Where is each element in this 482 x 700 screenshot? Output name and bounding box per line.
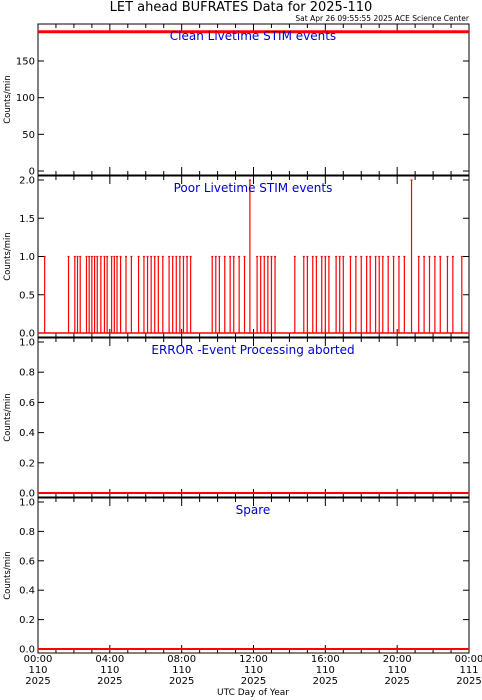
x-tick-year: 2025 (241, 676, 266, 687)
y-tick-label: 0.0 (19, 645, 35, 656)
panel-4: 0.0 0.2 0.4 0.6 0.8 1.0 Counts/min Spare (3, 497, 470, 656)
y-axis-label: Counts/min (3, 551, 13, 600)
x-axis-labels: 00:00110202504:00110202508:00110202512:0… (24, 654, 482, 687)
y-tick-label: 0.8 (19, 368, 35, 379)
timestamp: Sat Apr 26 09:55:55 2025 ACE Science Cen… (295, 14, 469, 23)
y-tick-label: 0.0 (19, 329, 35, 340)
panel-frame (37, 497, 470, 654)
y-tick-label: 100 (16, 93, 35, 104)
y-tick-label: 150 (16, 57, 35, 68)
panel-title: Spare (236, 503, 271, 517)
y-tick-label: 0.2 (19, 615, 35, 626)
x-tick-doy: 110 (28, 665, 47, 676)
y-tick-label: 0.4 (19, 428, 35, 439)
y-axis-label: Counts/min (3, 393, 13, 442)
y-axis-label: Counts/min (3, 232, 13, 281)
x-tick-time: 00:00 (455, 654, 482, 665)
x-tick-doy: 110 (100, 665, 119, 676)
y-tick-label: 1.0 (19, 252, 35, 263)
panel-frame (37, 23, 470, 176)
x-tick-year: 2025 (384, 676, 409, 687)
x-tick-doy: 110 (244, 665, 263, 676)
y-tick-label: 0.6 (19, 398, 35, 409)
x-tick-year: 2025 (456, 676, 481, 687)
y-tick-label: 1.0 (19, 338, 35, 349)
panel-3: 0.0 0.2 0.4 0.6 0.8 1.0 Counts/min ERROR -Event… (3, 337, 470, 500)
y-tick-label: 2.0 (19, 176, 35, 187)
x-tick-doy: 110 (316, 665, 335, 676)
x-tick-time: 20:00 (383, 654, 412, 665)
x-tick-year: 2025 (25, 676, 50, 687)
x-tick-year: 2025 (313, 676, 338, 687)
y-tick-label: 0.6 (19, 556, 35, 567)
chart-title: LET ahead BUFRATES Data for 2025-110 (110, 0, 373, 15)
x-tick-doy: 111 (459, 665, 478, 676)
y-tick-label: 0.2 (19, 458, 35, 469)
panel-title: Clean Livetime STIM events (170, 29, 336, 43)
panel-2: 0.0 0.5 1.0 1.5 2.0 Counts/min Poor Livetime S… (3, 175, 470, 340)
x-tick-year: 2025 (169, 676, 194, 687)
x-tick-doy: 110 (388, 665, 407, 676)
x-axis-title: UTC Day of Year (217, 688, 289, 698)
y-tick-label: 0.8 (19, 527, 35, 538)
y-tick-label: 1.5 (19, 214, 35, 225)
panel-frame (37, 337, 470, 498)
y-tick-label: 0.4 (19, 586, 35, 597)
y-tick-label: 1.0 (19, 498, 35, 509)
x-tick-time: 16:00 (311, 654, 340, 665)
x-tick-time: 08:00 (167, 654, 196, 665)
x-tick-doy: 110 (172, 665, 191, 676)
y-tick-label: 0.0 (19, 489, 35, 500)
y-tick-label: 50 (22, 130, 35, 141)
y-tick-label: 0 (29, 167, 35, 178)
x-tick-time: 00:00 (24, 654, 53, 665)
x-tick-time: 04:00 (95, 654, 124, 665)
x-tick-time: 12:00 (239, 654, 268, 665)
x-tick-year: 2025 (97, 676, 122, 687)
panel-title: ERROR -Event Processing aborted (151, 343, 354, 357)
y-axis-label: Counts/min (3, 75, 13, 124)
y-tick-label: 0.5 (19, 290, 35, 301)
panel-title: Poor Livetime STIM events (174, 181, 333, 195)
